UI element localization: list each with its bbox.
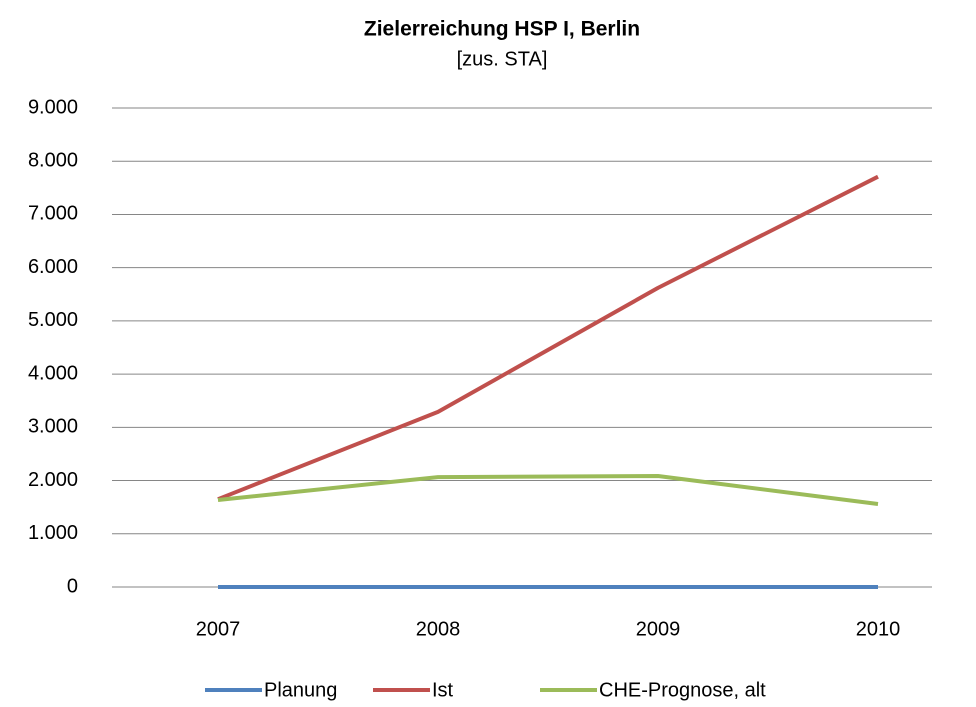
legend-label: CHE-Prognose, alt: [599, 679, 766, 701]
legend-label: Ist: [432, 679, 454, 701]
x-tick-label: 2009: [636, 618, 681, 640]
line-series: [217, 474, 879, 506]
y-tick-label: 5.000: [28, 309, 78, 331]
y-tick-label: 2.000: [28, 469, 78, 491]
x-tick-label: 2008: [416, 618, 461, 640]
chart-title: Zielerreichung HSP I, Berlin: [364, 18, 640, 41]
x-tick-label: 2007: [196, 618, 241, 640]
y-tick-label: 9.000: [28, 96, 78, 118]
y-tick-label: 0: [67, 575, 78, 597]
chart-subtitle: [zus. STA]: [457, 48, 548, 70]
y-tick-label: 8.000: [28, 150, 78, 172]
y-tick-label: 3.000: [28, 416, 78, 438]
y-tick-label: 7.000: [28, 203, 78, 225]
y-tick-label: 4.000: [28, 362, 78, 384]
line-series: [217, 174, 879, 502]
legend-label: Planung: [264, 679, 337, 701]
y-tick-label: 6.000: [28, 256, 78, 278]
y-tick-label: 1.000: [28, 522, 78, 544]
x-tick-label: 2010: [856, 618, 901, 640]
